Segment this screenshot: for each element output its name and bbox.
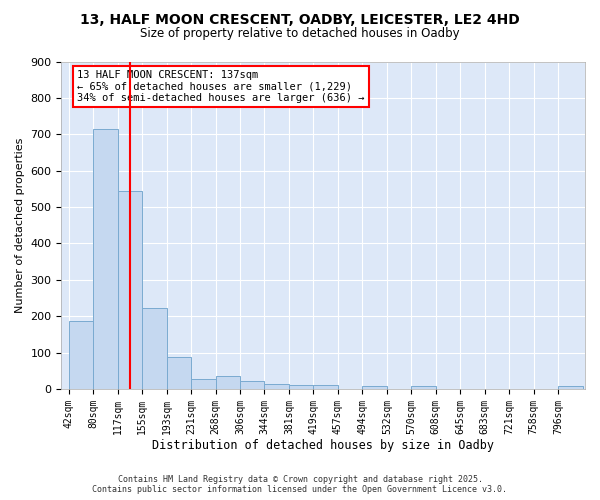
Bar [191,379,215,389]
Text: Contains HM Land Registry data © Crown copyright and database right 2025.
Contai: Contains HM Land Registry data © Crown c… [92,474,508,494]
Bar [215,376,240,389]
Bar [93,129,118,389]
Bar [240,381,265,389]
Bar [69,320,93,389]
Bar [411,386,436,389]
Text: 13 HALF MOON CRESCENT: 137sqm
← 65% of detached houses are smaller (1,229)
34% o: 13 HALF MOON CRESCENT: 137sqm ← 65% of d… [77,70,365,103]
Bar [362,386,387,389]
Bar [118,190,142,389]
Y-axis label: Number of detached properties: Number of detached properties [15,138,25,313]
X-axis label: Distribution of detached houses by size in Oadby: Distribution of detached houses by size … [152,440,494,452]
Bar [142,308,167,389]
Bar [289,385,313,389]
Text: Size of property relative to detached houses in Oadby: Size of property relative to detached ho… [140,28,460,40]
Bar [313,386,338,389]
Bar [265,384,289,389]
Bar [167,356,191,389]
Bar [558,386,583,389]
Text: 13, HALF MOON CRESCENT, OADBY, LEICESTER, LE2 4HD: 13, HALF MOON CRESCENT, OADBY, LEICESTER… [80,12,520,26]
